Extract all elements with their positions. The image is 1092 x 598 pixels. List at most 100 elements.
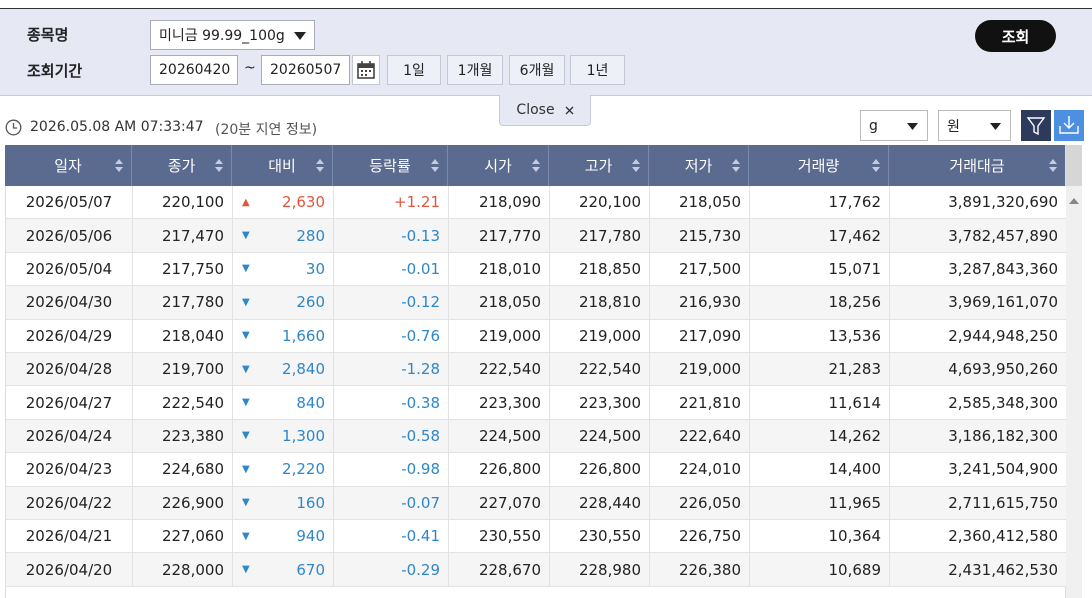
column-header[interactable]: 거래량 (748, 145, 888, 186)
unit-value: g (869, 117, 878, 134)
header-label: 거래량 (797, 157, 840, 175)
table-cell: 2026/04/22 (6, 487, 132, 519)
change: 2,630 (282, 193, 325, 212)
trade-amount: 3,782,457,890 (948, 226, 1058, 245)
submit-button[interactable]: 조회 (975, 20, 1056, 52)
open-price: 218,090 (478, 193, 541, 212)
close-price: 218,040 (161, 326, 224, 345)
unit-value: 원 (947, 118, 960, 135)
column-header[interactable]: 대비 (231, 145, 332, 186)
date: 2026/04/23 (25, 460, 113, 479)
calendar-button[interactable] (352, 55, 380, 85)
table-cell: 3,186,182,300 (889, 419, 1066, 453)
table-body: 2026/05/07 220,100 ▲ 2,630 +1.21 218,090 220,1… (5, 186, 1066, 598)
range-button[interactable]: 6개월 (509, 55, 565, 85)
low-price: 216,930 (678, 293, 741, 312)
range-button[interactable]: 1년 (570, 55, 625, 85)
volume: 10,364 (828, 527, 882, 546)
table-cell: +1.21 (333, 186, 448, 219)
table-row[interactable]: 2026/04/29 218,040 ▼ 1,660 -0.76 219,000 219,0… (6, 319, 1066, 353)
table-cell: 217,090 (649, 319, 749, 352)
table-cell: 218,810 (549, 286, 649, 319)
table-row[interactable]: 2026/04/22 226,900 ▼ 160 -0.07 227,070 228,440… (6, 486, 1066, 520)
table-cell: ▼ 670 (232, 553, 333, 586)
change: 1,660 (282, 326, 325, 345)
table-row[interactable]: 2026/04/30 217,780 ▼ 260 -0.12 218,050 218,810… (6, 286, 1066, 320)
date-to[interactable]: 20260507 (261, 55, 350, 85)
table-cell: 227,060 (132, 520, 232, 553)
table-cell: 226,380 (649, 553, 749, 586)
low-price: 217,500 (678, 259, 741, 278)
change: 30 (305, 259, 325, 278)
table-cell: ▼ 280 (232, 219, 333, 252)
unit-select[interactable]: 원 (938, 110, 1011, 141)
table-cell: ▼ 2,220 (232, 453, 333, 486)
table-cell: 2026/04/23 (6, 453, 132, 485)
close-price: 220,100 (161, 193, 224, 212)
filter-icon (1026, 117, 1046, 136)
item-select[interactable]: 미니금 99.99_100g (150, 20, 315, 50)
change: 2,220 (282, 460, 325, 479)
table-row[interactable]: 2026/04/27 222,540 ▼ 840 -0.38 223,300 223,300… (6, 386, 1066, 420)
table-row[interactable]: 2026/05/06 217,470 ▼ 280 -0.13 217,770 217,780… (6, 219, 1066, 253)
download-button[interactable] (1054, 110, 1084, 141)
close-tab[interactable]: Close (499, 95, 591, 126)
table-cell: 217,470 (132, 219, 232, 252)
table-row[interactable]: 2026/04/24 223,380 ▼ 1,300 -0.58 224,500 224,5… (6, 419, 1066, 454)
table-row[interactable]: 2026/04/20 228,000 ▼ 670 -0.29 228,670 228,980… (6, 553, 1066, 587)
table-cell: ▼ 940 (232, 520, 333, 553)
table-cell: 2026/04/30 (6, 286, 132, 318)
table-header: 일자 종가 대비 등락률 시가 고가 저가 거래량 거래대금 (5, 145, 1065, 186)
table-cell: 216,930 (649, 286, 749, 319)
high-price: 222,540 (578, 360, 641, 379)
volume: 13,536 (828, 326, 882, 345)
table-cell: -0.12 (333, 286, 448, 319)
table-cell: 13,536 (749, 319, 889, 352)
table-cell: -0.01 (333, 252, 448, 286)
table-cell: 223,300 (448, 386, 549, 419)
volume: 11,614 (828, 393, 882, 412)
low-price: 219,000 (678, 360, 741, 379)
header-label: 종가 (167, 157, 196, 175)
unit-select[interactable]: g (860, 110, 928, 141)
filter-button[interactable] (1021, 110, 1051, 141)
table-row[interactable]: 2026/04/23 224,680 ▼ 2,220 -0.98 226,800 226,8… (6, 453, 1066, 487)
scrollbar[interactable] (1065, 145, 1082, 598)
table-row[interactable]: 2026/04/28 219,700 ▼ 2,840 -1.28 222,540 222,5… (6, 353, 1066, 387)
table-cell: ▼ 260 (232, 286, 333, 319)
column-header[interactable]: 거래대금 (888, 145, 1065, 186)
high-price: 228,440 (578, 493, 641, 512)
range-button[interactable]: 1개월 (447, 55, 503, 85)
scrollbar-corner (1066, 145, 1082, 186)
change-direction: ▲ (242, 196, 250, 208)
change-rate: -0.01 (401, 259, 440, 278)
table-cell: 219,000 (649, 353, 749, 386)
table-row[interactable]: 2026/04/21 227,060 ▼ 940 -0.41 230,550 230,550… (6, 520, 1066, 554)
table-cell: 228,440 (549, 486, 649, 519)
range-button[interactable]: 1일 (387, 55, 441, 85)
column-header[interactable]: 종가 (131, 145, 231, 186)
trade-amount: 3,891,320,690 (948, 193, 1058, 212)
column-header[interactable]: 저가 (648, 145, 748, 186)
column-header[interactable]: 등락률 (332, 145, 447, 186)
table-cell: 222,540 (132, 386, 232, 419)
high-price: 228,980 (578, 560, 641, 579)
dropdown-arrow (990, 123, 1001, 130)
table-row[interactable]: 2026/05/04 217,750 ▼ 30 -0.01 218,010 218,850 2… (6, 252, 1066, 287)
column-header[interactable]: 고가 (548, 145, 648, 186)
volume: 21,283 (828, 360, 882, 379)
column-header[interactable]: 일자 (5, 145, 131, 186)
column-header[interactable]: 시가 (447, 145, 548, 186)
change: 940 (296, 527, 325, 546)
date: 2026/05/06 (25, 226, 113, 245)
change: 1,300 (282, 426, 325, 445)
table-row[interactable]: 2026/05/07 220,100 ▲ 2,630 +1.21 218,090 220,1… (6, 186, 1066, 220)
sort-icon (431, 159, 439, 172)
open-price: 224,500 (478, 426, 541, 445)
calendar-icon (357, 61, 375, 79)
sort-icon (732, 159, 740, 172)
date-from[interactable]: 20260420 (150, 55, 238, 85)
table-cell: 224,500 (448, 419, 549, 453)
close-price: 217,750 (161, 259, 224, 278)
